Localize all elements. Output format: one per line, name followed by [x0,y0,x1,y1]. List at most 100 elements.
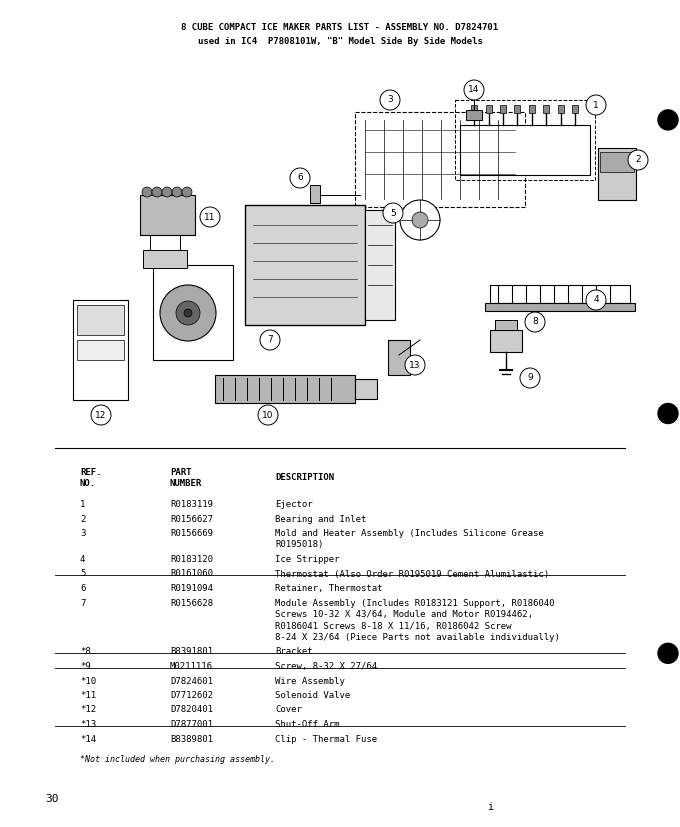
Text: *10: *10 [80,676,96,686]
Text: NUMBER: NUMBER [170,479,202,488]
Text: NO.: NO. [80,479,96,488]
Text: 5: 5 [80,570,86,579]
FancyBboxPatch shape [485,303,635,311]
Text: *8: *8 [80,648,90,657]
Text: Solenoid Valve: Solenoid Valve [275,691,350,700]
Text: 3: 3 [80,529,86,538]
Text: Module Assembly (Includes R0183121 Support, R0186040: Module Assembly (Includes R0183121 Suppo… [275,599,554,608]
Text: 9: 9 [527,374,533,383]
Text: 30: 30 [45,794,58,804]
Text: R0191094: R0191094 [170,584,213,593]
FancyBboxPatch shape [215,375,355,403]
Circle shape [658,643,678,663]
FancyBboxPatch shape [598,148,636,200]
Text: *13: *13 [80,720,96,729]
FancyBboxPatch shape [77,340,124,360]
FancyBboxPatch shape [388,340,410,375]
Text: Retainer, Thermostat: Retainer, Thermostat [275,584,382,593]
Text: Bearing and Inlet: Bearing and Inlet [275,514,367,523]
Circle shape [200,207,220,227]
Text: M0211116: M0211116 [170,662,213,671]
Text: 13: 13 [409,361,421,370]
Circle shape [405,355,425,375]
Circle shape [380,90,400,110]
Text: 1: 1 [80,500,86,509]
Text: D7820401: D7820401 [170,705,213,715]
Circle shape [160,285,216,341]
Text: R0156627: R0156627 [170,514,213,523]
FancyBboxPatch shape [77,305,124,335]
Text: *14: *14 [80,734,96,743]
FancyBboxPatch shape [471,105,477,113]
Circle shape [142,187,152,197]
FancyBboxPatch shape [495,320,517,330]
Text: *12: *12 [80,705,96,715]
Circle shape [176,301,200,325]
FancyBboxPatch shape [365,210,395,320]
Circle shape [162,187,172,197]
Text: 4: 4 [80,555,86,564]
Text: Cover: Cover [275,705,302,715]
Circle shape [586,95,606,115]
FancyBboxPatch shape [466,110,482,120]
Circle shape [658,404,678,423]
FancyBboxPatch shape [490,330,522,352]
FancyBboxPatch shape [515,105,520,113]
Text: Mold and Heater Assembly (Includes Silicone Grease: Mold and Heater Assembly (Includes Silic… [275,529,544,538]
Text: 2: 2 [635,155,641,165]
Text: *9: *9 [80,662,90,671]
Circle shape [91,405,111,425]
Circle shape [182,187,192,197]
Text: Bracket: Bracket [275,648,313,657]
Text: D7824601: D7824601 [170,676,213,686]
Text: Clip - Thermal Fuse: Clip - Thermal Fuse [275,734,377,743]
Text: 10: 10 [262,410,274,419]
Text: D7877001: D7877001 [170,720,213,729]
Text: 12: 12 [95,410,107,419]
FancyBboxPatch shape [558,105,564,113]
FancyBboxPatch shape [153,265,233,360]
Text: R0161060: R0161060 [170,570,213,579]
Text: 8 CUBE COMPACT ICE MAKER PARTS LIST - ASSEMBLY NO. D7824701: 8 CUBE COMPACT ICE MAKER PARTS LIST - AS… [182,23,498,32]
FancyBboxPatch shape [245,205,365,325]
Circle shape [658,110,678,130]
Circle shape [464,80,484,100]
Text: B8391801: B8391801 [170,648,213,657]
Text: 6: 6 [80,584,86,593]
Text: 1: 1 [593,101,599,109]
Text: REF.: REF. [80,468,101,477]
Text: 4: 4 [593,295,599,304]
FancyBboxPatch shape [460,125,590,175]
Circle shape [400,200,440,240]
Text: R0183119: R0183119 [170,500,213,509]
Text: 8-24 X 23/64 (Piece Parts not available individually): 8-24 X 23/64 (Piece Parts not available … [275,633,560,642]
FancyBboxPatch shape [73,300,128,400]
FancyBboxPatch shape [486,105,492,113]
Text: R0156669: R0156669 [170,529,213,538]
Text: *11: *11 [80,691,96,700]
FancyBboxPatch shape [143,250,187,268]
Text: i: i [487,802,492,812]
Circle shape [520,368,540,388]
FancyBboxPatch shape [573,105,578,113]
Circle shape [260,330,280,350]
Text: 6: 6 [297,174,303,183]
Text: R0156628: R0156628 [170,599,213,608]
FancyBboxPatch shape [355,379,377,399]
Text: 2: 2 [80,514,86,523]
Text: R0195018): R0195018) [275,541,324,549]
Circle shape [152,187,162,197]
FancyBboxPatch shape [140,195,195,235]
Text: 7: 7 [80,599,86,608]
Circle shape [258,405,278,425]
Text: R0186041 Screws 8-18 X 11/16, R0186042 Screw: R0186041 Screws 8-18 X 11/16, R0186042 S… [275,622,511,630]
Text: *Not included when purchasing assembly.: *Not included when purchasing assembly. [80,755,275,764]
Text: Shut-Off Arm: Shut-Off Arm [275,720,339,729]
Circle shape [412,212,428,228]
Text: Ejector: Ejector [275,500,313,509]
Text: 5: 5 [390,208,396,218]
Text: 3: 3 [387,95,393,104]
Text: 8: 8 [532,318,538,327]
Text: DESCRIPTION: DESCRIPTION [275,473,334,482]
Text: R0183120: R0183120 [170,555,213,564]
